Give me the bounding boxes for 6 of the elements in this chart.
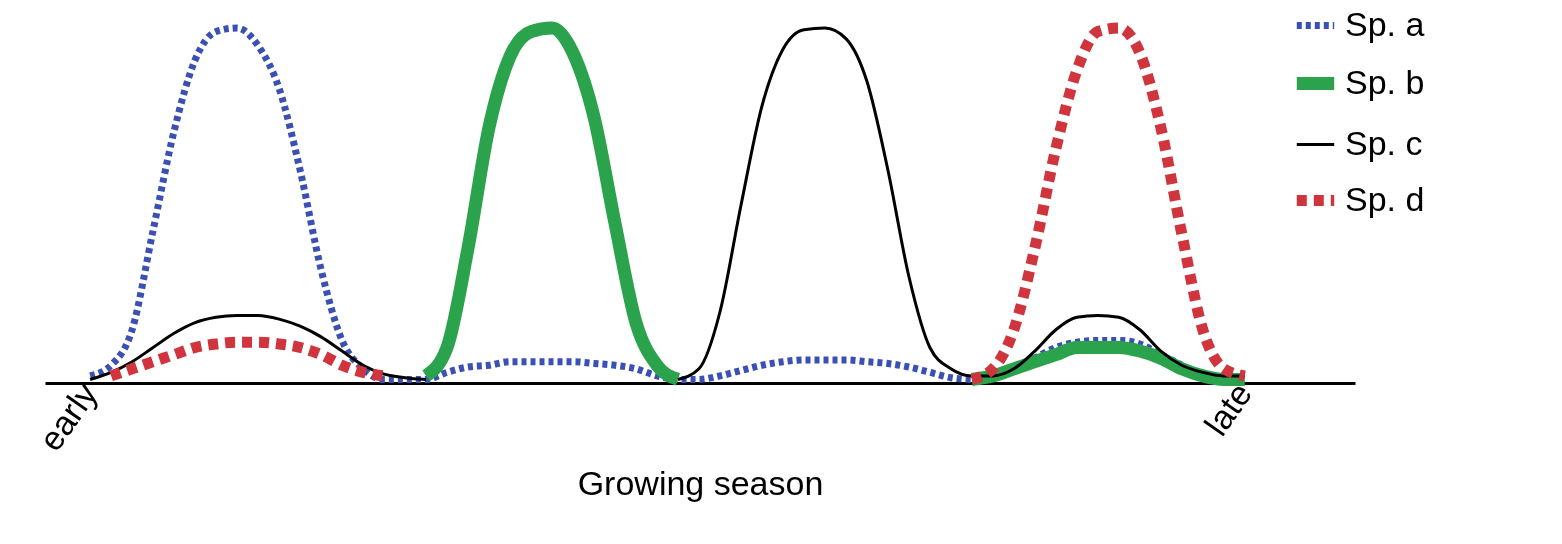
x-tick-label: late [1196,375,1260,443]
legend-label: Sp. a [1345,4,1425,43]
legend-label: Sp. d [1345,179,1425,218]
legend-label: Sp. c [1345,123,1423,162]
x-axis-title: Growing season [577,463,824,502]
legend-label: Sp. b [1345,62,1425,101]
